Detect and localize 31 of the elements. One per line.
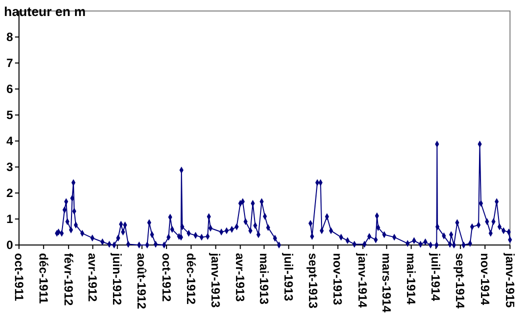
- x-tick-label: oct-1912: [159, 253, 174, 302]
- x-tick-label: juin-1912: [110, 252, 124, 306]
- y-tick-label: 0: [6, 238, 14, 252]
- x-tick-label: mai-1914: [404, 253, 418, 305]
- x-tick-label: oct-1911: [12, 253, 26, 302]
- y-tick-label: 2: [6, 186, 14, 200]
- x-tick-label: déc-1912: [184, 253, 198, 305]
- x-tick-label: avr-1913: [233, 253, 248, 302]
- x-tick-label: sept-1914: [453, 253, 468, 309]
- x-tick-label: déc-1911: [36, 253, 50, 304]
- x-tick-label: nov-1913: [330, 253, 345, 306]
- x-tick-label: juil-1913: [281, 252, 296, 302]
- y-tick-label: 8: [6, 30, 14, 44]
- y-tick-label: 3: [6, 160, 14, 174]
- x-tick-label: avr-1912: [86, 253, 100, 302]
- x-tick-label: juil-1914: [428, 252, 443, 302]
- x-tick-label: mars-1914: [379, 253, 394, 313]
- y-tick-label: 6: [6, 82, 14, 96]
- x-tick-label: janv-1914: [356, 252, 370, 308]
- x-tick-label: août-1912: [134, 253, 149, 310]
- x-tick-label: nov-1914: [478, 253, 492, 306]
- x-tick-label: mai-1913: [256, 253, 271, 305]
- x-tick-label: sept-1913: [306, 253, 320, 309]
- y-tick-label: 5: [6, 108, 14, 122]
- y-tick-label: 4: [6, 134, 14, 148]
- y-tick-label: 1: [6, 212, 14, 226]
- y-tick-label: 7: [6, 56, 14, 70]
- x-tick-label: févr-1912: [61, 253, 76, 306]
- y-axis-title: hauteur en m: [4, 4, 86, 19]
- x-tick-label: janv-1913: [208, 252, 223, 308]
- x-tick-label: janv-1915: [502, 252, 517, 308]
